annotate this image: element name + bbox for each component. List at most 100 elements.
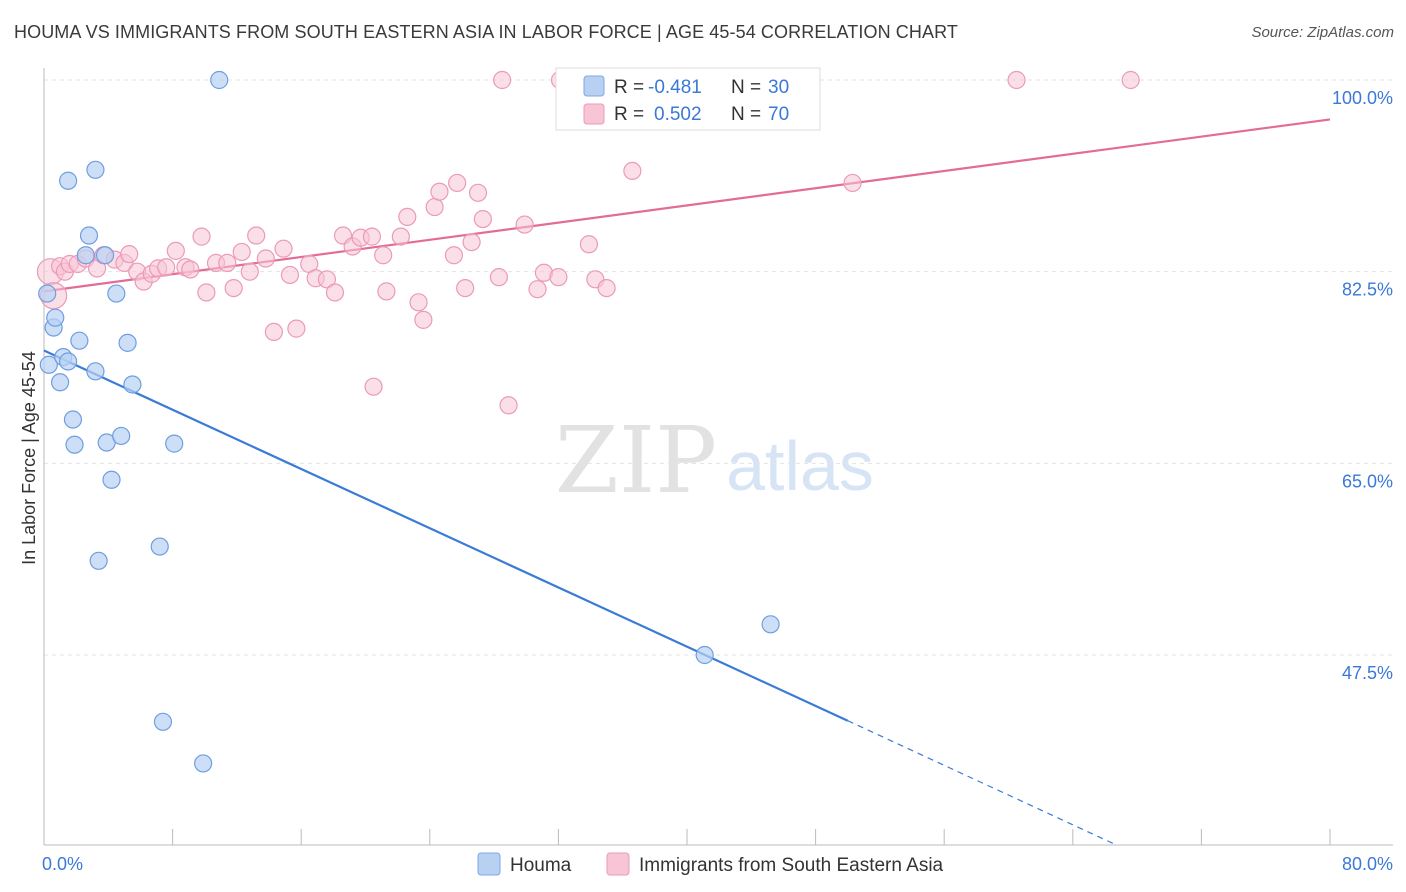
point-houma-3 bbox=[46, 308, 65, 327]
point-houma-11 bbox=[79, 226, 99, 245]
point-immigrants-67 bbox=[623, 161, 642, 181]
point-immigrants-31 bbox=[280, 265, 300, 285]
point-houma-0 bbox=[38, 284, 57, 303]
x-tick-label-max: 80.0% bbox=[1342, 854, 1393, 874]
point-immigrants-25 bbox=[232, 242, 251, 262]
point-immigrants-64 bbox=[579, 235, 599, 254]
point-immigrants-54 bbox=[468, 183, 488, 202]
point-immigrants-66 bbox=[597, 278, 616, 298]
axes bbox=[43, 68, 1393, 846]
bottom-legend-label-immigrants: Immigrants from South Eastern Asia bbox=[639, 855, 944, 876]
point-houma-14 bbox=[95, 246, 115, 265]
point-immigrants-69 bbox=[1007, 70, 1026, 90]
legend-r-value-houma: -0.481 bbox=[648, 77, 702, 98]
point-houma-16 bbox=[102, 470, 121, 489]
legend-n-value-houma: 30 bbox=[768, 77, 789, 98]
point-immigrants-28 bbox=[256, 249, 275, 268]
y-tick-label-2: 65.0% bbox=[1342, 471, 1393, 491]
point-immigrants-20 bbox=[192, 227, 211, 246]
point-houma-23 bbox=[165, 434, 184, 453]
legend-n-value-immigrants: 70 bbox=[768, 104, 789, 125]
point-immigrants-41 bbox=[364, 377, 383, 396]
point-immigrants-40 bbox=[362, 227, 382, 246]
y-tick-label-0: 100.0% bbox=[1332, 88, 1393, 108]
point-houma-18 bbox=[112, 426, 131, 446]
gridlines bbox=[44, 79, 1393, 656]
point-houma-28 bbox=[695, 645, 714, 665]
point-immigrants-47 bbox=[414, 310, 433, 329]
legend-swatch-houma bbox=[583, 75, 605, 97]
point-houma-10 bbox=[70, 331, 89, 350]
bottom-legend-swatch-houma bbox=[477, 852, 501, 876]
point-immigrants-24 bbox=[224, 278, 243, 298]
series-houma-points bbox=[38, 70, 780, 773]
point-houma-19 bbox=[118, 333, 137, 352]
point-houma-1 bbox=[39, 355, 58, 374]
watermark: ZIP atlas bbox=[555, 407, 874, 514]
point-houma-9 bbox=[65, 435, 84, 454]
point-immigrants-60 bbox=[528, 280, 547, 299]
point-houma-25 bbox=[210, 70, 229, 90]
source-label: Source: ZipAtlas.com bbox=[1251, 24, 1394, 41]
y-tick-label-1: 82.5% bbox=[1342, 280, 1393, 300]
series-legend: Houma Immigrants from South Eastern Asia bbox=[477, 852, 944, 876]
point-houma-24 bbox=[194, 754, 213, 773]
bottom-legend-label-houma: Houma bbox=[510, 855, 572, 876]
trend-line-immigrants bbox=[43, 118, 1331, 293]
point-houma-21 bbox=[150, 537, 169, 556]
correlation-legend: R = -0.481 N = 30 R = 0.502 N = 70 bbox=[555, 67, 821, 131]
bottom-legend-swatch-immigrants bbox=[606, 852, 630, 876]
point-immigrants-11 bbox=[120, 245, 139, 264]
y-axis-label: In Labor Force | Age 45-54 bbox=[19, 351, 39, 565]
legend-swatch-immigrants bbox=[583, 103, 605, 125]
trend-line-houma-extension bbox=[847, 720, 1114, 844]
point-immigrants-32 bbox=[287, 319, 306, 338]
point-immigrants-48 bbox=[425, 197, 444, 217]
point-immigrants-51 bbox=[448, 173, 467, 193]
point-houma-12 bbox=[86, 362, 105, 381]
trend-line-houma bbox=[43, 349, 849, 722]
point-immigrants-59 bbox=[515, 215, 534, 234]
point-immigrants-30 bbox=[274, 239, 293, 258]
point-immigrants-55 bbox=[473, 209, 492, 229]
point-houma-17 bbox=[107, 284, 126, 303]
point-houma-8 bbox=[63, 410, 83, 429]
watermark-zip: ZIP bbox=[555, 407, 717, 514]
point-immigrants-53 bbox=[462, 232, 481, 252]
point-immigrants-17 bbox=[166, 241, 185, 260]
point-immigrants-68 bbox=[843, 173, 862, 193]
series-immigrants-points bbox=[36, 70, 1140, 415]
watermark-atlas: atlas bbox=[726, 427, 874, 505]
point-immigrants-57 bbox=[493, 70, 512, 90]
point-immigrants-19 bbox=[181, 260, 200, 279]
point-houma-22 bbox=[153, 712, 173, 731]
point-immigrants-50 bbox=[444, 246, 464, 265]
point-houma-6 bbox=[59, 171, 78, 190]
point-immigrants-26 bbox=[240, 262, 259, 281]
legend-n-label-houma: N = bbox=[731, 77, 761, 98]
point-immigrants-29 bbox=[264, 322, 283, 342]
point-immigrants-35 bbox=[317, 270, 337, 289]
point-houma-29 bbox=[761, 615, 780, 634]
x-tick-label-min: 0.0% bbox=[42, 854, 83, 874]
point-immigrants-16 bbox=[157, 258, 176, 277]
chart-title: HOUMA VS IMMIGRANTS FROM SOUTH EASTERN A… bbox=[14, 22, 958, 42]
legend-r-label-houma: R = bbox=[614, 77, 644, 98]
point-immigrants-23 bbox=[218, 253, 237, 273]
point-houma-4 bbox=[50, 373, 70, 392]
legend-r-value-immigrants: 0.502 bbox=[654, 104, 702, 125]
point-immigrants-62 bbox=[549, 268, 568, 287]
legend-r-label-immigrants: R = bbox=[614, 104, 644, 125]
point-immigrants-42 bbox=[374, 246, 393, 265]
point-immigrants-70 bbox=[1121, 70, 1140, 90]
point-immigrants-36 bbox=[325, 283, 345, 302]
point-immigrants-52 bbox=[456, 278, 475, 298]
point-immigrants-43 bbox=[377, 282, 396, 301]
point-immigrants-21 bbox=[197, 283, 216, 302]
point-immigrants-44 bbox=[391, 227, 410, 246]
point-immigrants-27 bbox=[247, 226, 266, 245]
legend-n-label-immigrants: N = bbox=[731, 104, 761, 125]
point-houma-13 bbox=[86, 160, 105, 179]
point-immigrants-58 bbox=[499, 396, 518, 415]
